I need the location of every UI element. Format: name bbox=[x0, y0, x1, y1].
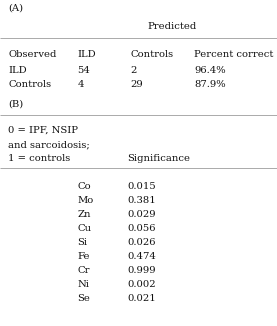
Text: ILD: ILD bbox=[8, 66, 27, 75]
Text: 0.381: 0.381 bbox=[127, 196, 156, 205]
Text: 0.026: 0.026 bbox=[127, 238, 156, 247]
Text: and sarcoidosis;: and sarcoidosis; bbox=[8, 140, 90, 149]
Text: Percent correct: Percent correct bbox=[194, 50, 273, 59]
Text: Cr: Cr bbox=[78, 266, 90, 275]
Text: 29: 29 bbox=[130, 80, 143, 89]
Text: 0.015: 0.015 bbox=[127, 182, 156, 191]
Text: 1 = controls: 1 = controls bbox=[8, 154, 71, 163]
Text: Observed: Observed bbox=[8, 50, 57, 59]
Text: Si: Si bbox=[78, 238, 88, 247]
Text: Ni: Ni bbox=[78, 280, 89, 289]
Text: 4: 4 bbox=[78, 80, 84, 89]
Text: 0.029: 0.029 bbox=[127, 210, 156, 219]
Text: (B): (B) bbox=[8, 100, 24, 109]
Text: 96.4%: 96.4% bbox=[194, 66, 225, 75]
Text: 54: 54 bbox=[78, 66, 90, 75]
Text: Co: Co bbox=[78, 182, 91, 191]
Text: Controls: Controls bbox=[8, 80, 52, 89]
Text: Significance: Significance bbox=[127, 154, 190, 163]
Text: Cu: Cu bbox=[78, 224, 92, 233]
Text: 0.002: 0.002 bbox=[127, 280, 156, 289]
Text: 0.474: 0.474 bbox=[127, 252, 156, 261]
Text: (A): (A) bbox=[8, 4, 24, 13]
Text: 0.021: 0.021 bbox=[127, 294, 156, 303]
Text: Fe: Fe bbox=[78, 252, 90, 261]
Text: 0.999: 0.999 bbox=[127, 266, 156, 275]
Text: Controls: Controls bbox=[130, 50, 173, 59]
Text: 87.9%: 87.9% bbox=[194, 80, 225, 89]
Text: Zn: Zn bbox=[78, 210, 91, 219]
Text: ILD: ILD bbox=[78, 50, 96, 59]
Text: Predicted: Predicted bbox=[147, 22, 196, 31]
Text: 2: 2 bbox=[130, 66, 137, 75]
Text: 0.056: 0.056 bbox=[127, 224, 156, 233]
Text: Se: Se bbox=[78, 294, 90, 303]
Text: 0 = IPF, NSIP: 0 = IPF, NSIP bbox=[8, 126, 78, 135]
Text: Mo: Mo bbox=[78, 196, 94, 205]
